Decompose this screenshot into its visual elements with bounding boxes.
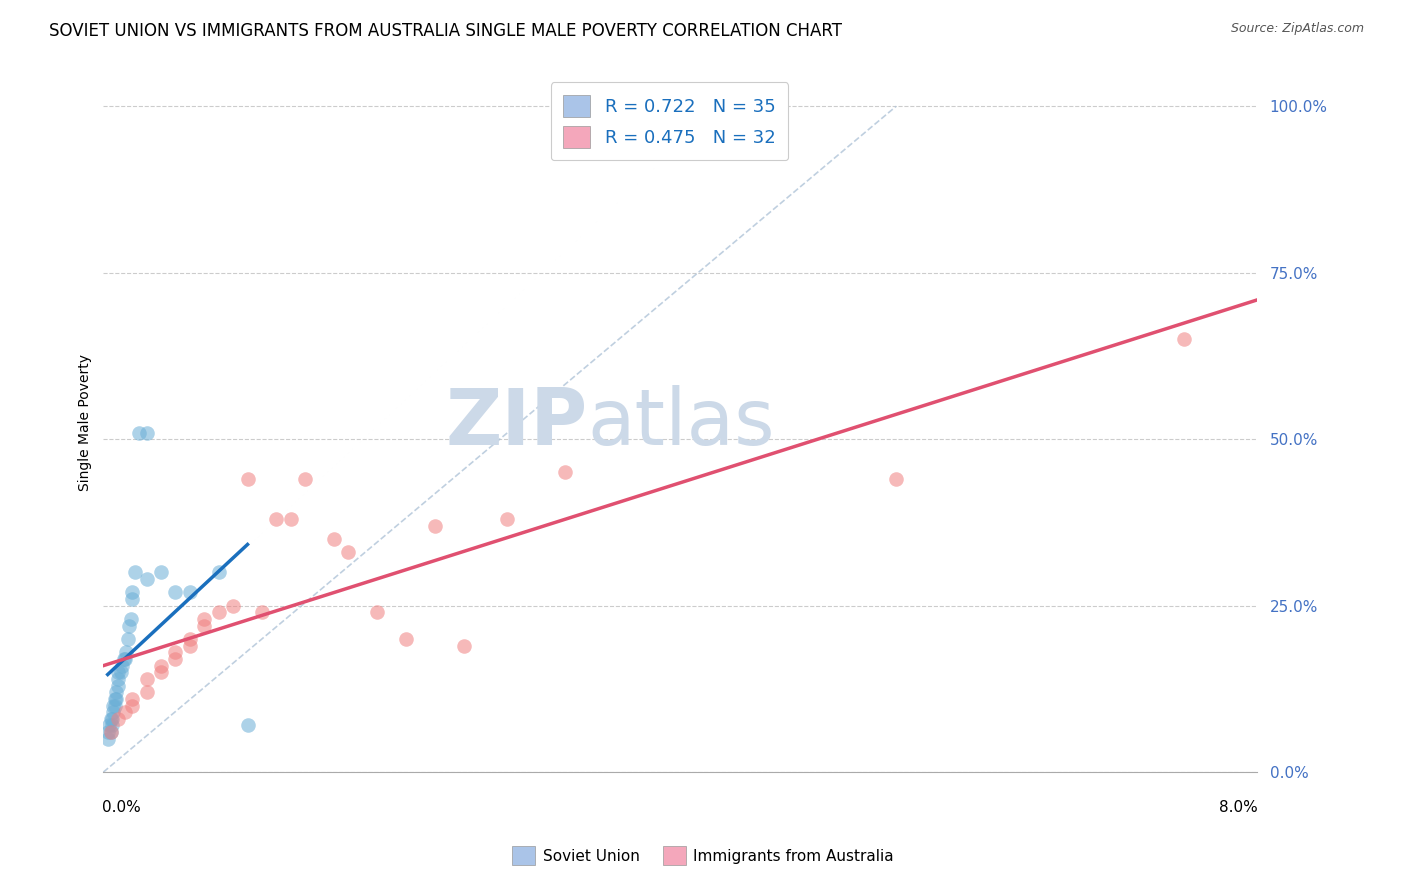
Point (222, 599, 245, 613)
Point (135, 572, 157, 586)
Point (101, 718, 124, 732)
Text: Source: ZipAtlas.com: Source: ZipAtlas.com (1230, 22, 1364, 36)
Point (110, 665, 132, 680)
Point (280, 512, 302, 526)
Point (112, 652, 135, 666)
Point (100, 712, 122, 726)
Legend: Soviet Union, Immigrants from Australia: Soviet Union, Immigrants from Australia (506, 840, 900, 871)
Point (121, 691, 143, 706)
Text: 0.0%: 0.0% (103, 800, 141, 815)
Point (236, 472, 259, 486)
Point (135, 685, 157, 699)
Point (121, 585, 143, 599)
Point (453, 639, 475, 653)
Text: 8.0%: 8.0% (1219, 800, 1258, 815)
Point (107, 665, 129, 680)
Point (250, 605, 273, 619)
Point (208, 566, 231, 580)
Point (323, 532, 346, 546)
Point (135, 672, 157, 686)
Point (165, 645, 187, 659)
Point (117, 632, 139, 646)
Point (496, 512, 519, 526)
Point (103, 698, 125, 713)
Point (395, 632, 418, 646)
Point (884, 472, 907, 486)
Point (121, 591, 143, 606)
Point (193, 618, 215, 632)
Point (100, 725, 122, 739)
Point (105, 685, 128, 699)
Point (179, 632, 201, 646)
Point (266, 512, 288, 526)
Text: SOVIET UNION VS IMMIGRANTS FROM AUSTRALIA SINGLE MALE POVERTY CORRELATION CHART: SOVIET UNION VS IMMIGRANTS FROM AUSTRALI… (49, 22, 842, 40)
Point (107, 712, 129, 726)
Text: ZIP: ZIP (446, 384, 588, 460)
Point (105, 691, 128, 706)
Point (208, 605, 231, 619)
Point (423, 518, 446, 533)
Point (1173, 332, 1195, 346)
Point (103, 705, 125, 719)
Point (104, 691, 127, 706)
Legend: R = 0.722   N = 35, R = 0.475   N = 32: R = 0.722 N = 35, R = 0.475 N = 32 (551, 82, 789, 161)
Point (97, 725, 120, 739)
Point (115, 645, 138, 659)
Point (118, 618, 141, 632)
Point (114, 652, 136, 666)
Point (120, 612, 142, 626)
Point (294, 472, 316, 486)
Point (193, 612, 215, 626)
Point (100, 725, 122, 739)
Point (150, 658, 173, 673)
Point (150, 566, 173, 580)
Point (98, 718, 121, 732)
Point (165, 652, 187, 666)
Point (236, 718, 259, 732)
Point (179, 585, 201, 599)
Text: atlas: atlas (588, 384, 775, 460)
Point (121, 698, 143, 713)
Point (165, 585, 187, 599)
Point (554, 466, 576, 480)
Point (114, 705, 136, 719)
Point (97, 731, 120, 746)
Y-axis label: Single Male Poverty: Single Male Poverty (79, 354, 93, 491)
Point (101, 712, 124, 726)
Point (366, 605, 388, 619)
Point (111, 658, 134, 673)
Point (150, 665, 173, 680)
Point (107, 679, 129, 693)
Point (128, 425, 150, 440)
Point (104, 698, 127, 713)
Point (135, 425, 157, 440)
Point (337, 545, 360, 559)
Point (124, 566, 146, 580)
Point (179, 639, 201, 653)
Point (107, 672, 129, 686)
